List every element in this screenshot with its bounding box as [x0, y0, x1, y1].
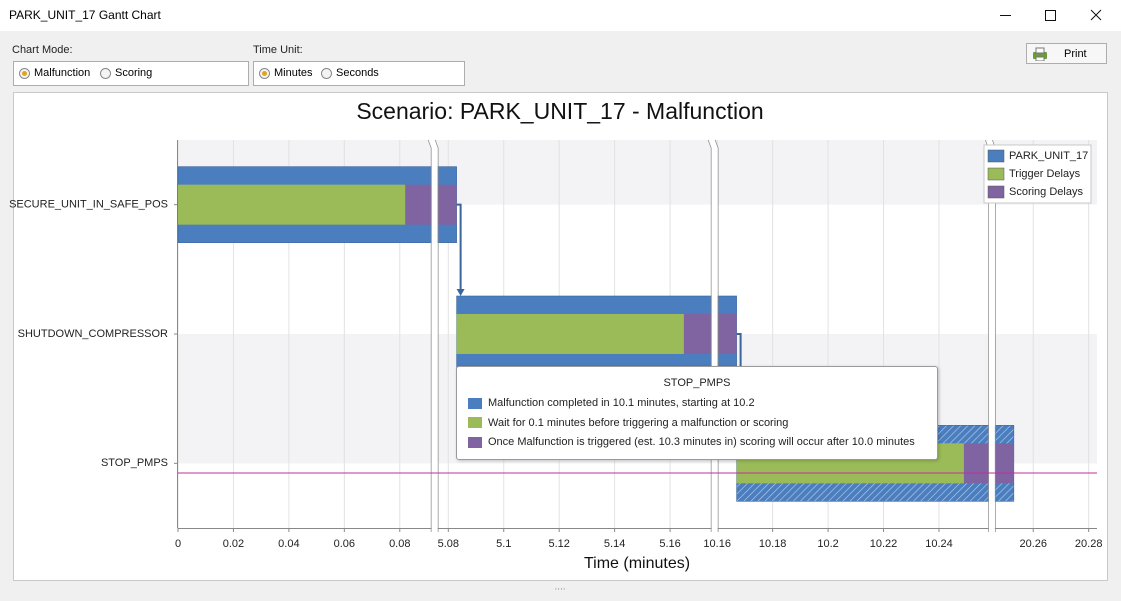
- x-tick-label: 20.28: [1075, 538, 1103, 550]
- radio-dot: [321, 67, 332, 79]
- tooltip-line: Malfunction completed in 10.1 minutes, s…: [468, 397, 755, 409]
- time-unit-label: Time Unit:: [253, 44, 303, 56]
- tooltip-line: Once Malfunction is triggered (est. 10.3…: [468, 436, 915, 448]
- legend-swatch: [987, 149, 1005, 163]
- time-unit-group: Minutes Seconds: [253, 61, 465, 86]
- arrow-head: [456, 289, 465, 296]
- tooltip-text: Malfunction completed in 10.1 minutes, s…: [488, 397, 755, 409]
- x-tick-label: 10.2: [817, 538, 838, 550]
- tooltip-text: Wait for 0.1 minutes before triggering a…: [488, 416, 789, 429]
- tooltip-text: Once Malfunction is triggered (est. 10.3…: [488, 436, 915, 448]
- y-tick-label: SECURE_UNIT_IN_SAFE_POS: [9, 199, 168, 211]
- y-tick-label: SHUTDOWN_COMPRESSOR: [18, 328, 168, 340]
- print-icon: [1033, 47, 1047, 61]
- gantt-bar: [456, 314, 684, 354]
- gantt-bar: [683, 314, 737, 354]
- x-tick-label: 10.22: [870, 538, 898, 550]
- x-tick-label: 5.12: [548, 538, 569, 550]
- axis-break-edge: [992, 139, 996, 532]
- legend-swatch: [987, 167, 1005, 181]
- x-tick-label: 0.08: [389, 538, 410, 550]
- x-tick-label: 5.16: [659, 538, 680, 550]
- radio-dot: [100, 67, 111, 79]
- x-tick-label: 0.02: [223, 538, 244, 550]
- gantt-bar: [178, 184, 406, 225]
- x-tick-label: 20.26: [1019, 538, 1047, 550]
- print-button[interactable]: Print: [1026, 43, 1107, 64]
- chart-mode-label: Chart Mode:: [12, 44, 73, 56]
- tooltip: STOP_PMPS Malfunction completed in 10.1 …: [456, 366, 938, 460]
- window-buttons: [1000, 9, 1102, 21]
- x-tick-label: 0.06: [334, 538, 355, 550]
- maximize-button[interactable]: [1045, 10, 1056, 21]
- radio-option[interactable]: Minutes: [259, 67, 313, 79]
- x-tick-label: 0: [175, 538, 181, 550]
- axis-break: [428, 138, 438, 532]
- print-label: Print: [1064, 48, 1087, 60]
- axis-break-edge: [434, 139, 439, 532]
- tooltip-swatch: [468, 417, 482, 428]
- axis-break-edge: [707, 139, 712, 532]
- window-title: PARK_UNIT_17 Gantt Chart: [9, 8, 161, 22]
- radio-label: Minutes: [274, 67, 313, 79]
- radio-dot: [259, 67, 270, 79]
- axis-break: [986, 138, 995, 532]
- tooltip-line: Wait for 0.1 minutes before triggering a…: [468, 417, 788, 429]
- radio-dot: [19, 67, 30, 79]
- x-tick-label: 10.16: [703, 538, 731, 550]
- chart-title: Scenario: PARK_UNIT_17 - Malfunction: [356, 98, 763, 124]
- legend-swatch: [987, 185, 1005, 199]
- tooltip-swatch: [468, 397, 482, 409]
- tooltip-swatch: [468, 436, 482, 448]
- legend-label: PARK_UNIT_17: [1009, 150, 1088, 162]
- radio-label: Scoring: [115, 67, 153, 79]
- axis-break-edge: [985, 139, 989, 532]
- x-tick-label: 5.14: [604, 538, 625, 550]
- dependency-arrow: [456, 203, 462, 290]
- x-tick-label: 10.24: [925, 538, 953, 550]
- resize-grip[interactable]: ....: [554, 582, 565, 593]
- chart-mode-group: Malfunction Scoring: [13, 61, 249, 86]
- y-tick-label: STOP_PMPS: [101, 457, 168, 469]
- x-tick-label: 5.1: [496, 538, 511, 550]
- x-tick-label: 5.08: [438, 538, 459, 550]
- x-axis-title: Time (minutes): [584, 555, 690, 572]
- legend-label: Scoring Delays: [1009, 186, 1083, 198]
- axis-break-edge: [427, 139, 432, 532]
- radio-option[interactable]: Scoring: [100, 67, 152, 79]
- title-bar: PARK_UNIT_17 Gantt Chart: [0, 0, 1121, 31]
- x-tick-label: 10.18: [759, 538, 787, 550]
- axis-break: [708, 138, 718, 532]
- radio-label: Malfunction: [34, 67, 91, 79]
- radio-label: Seconds: [336, 67, 379, 79]
- close-button[interactable]: [1090, 9, 1102, 21]
- x-tick-label: 0.04: [278, 538, 299, 550]
- radio-option[interactable]: Malfunction: [19, 67, 90, 79]
- radio-option[interactable]: Seconds: [321, 67, 379, 79]
- legend-label: Trigger Delays: [1009, 168, 1081, 180]
- axis-break-edge: [714, 139, 719, 532]
- tooltip-title: STOP_PMPS: [663, 377, 731, 389]
